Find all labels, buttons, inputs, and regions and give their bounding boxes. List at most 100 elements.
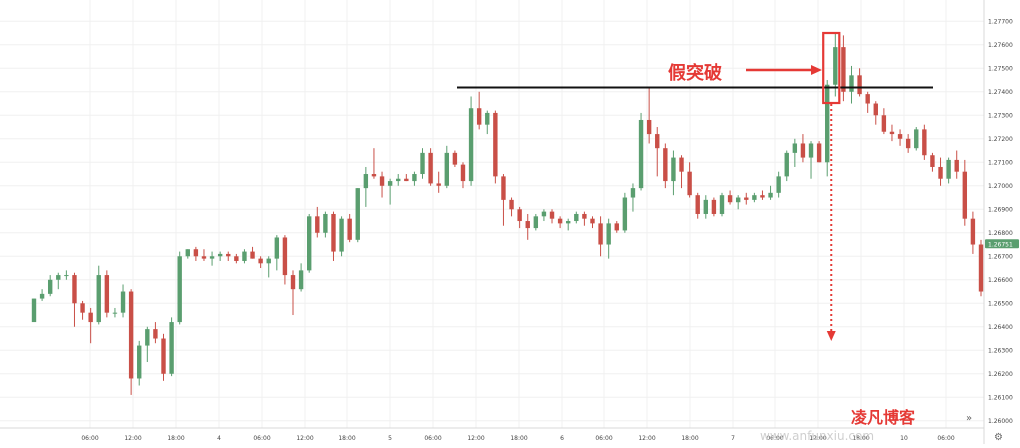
time-tick-label: 12:00 <box>638 435 655 442</box>
candle <box>905 134 911 153</box>
candle <box>201 249 207 261</box>
candle-body <box>800 143 806 158</box>
candle <box>371 148 377 179</box>
candle <box>703 195 709 219</box>
candle-body <box>695 195 700 214</box>
candle <box>306 213 312 273</box>
candle <box>962 159 968 226</box>
candle <box>315 206 320 238</box>
candle-body <box>193 249 199 257</box>
candle-body <box>371 174 377 177</box>
candle <box>112 307 118 318</box>
candle-body <box>582 213 587 219</box>
candle-body <box>282 237 288 276</box>
candle <box>922 124 927 160</box>
candle-body <box>258 258 263 264</box>
candle-body <box>744 197 749 200</box>
candle <box>39 289 45 301</box>
candle <box>735 195 741 210</box>
candle-body <box>517 209 522 222</box>
candle-body <box>954 159 959 172</box>
candle-body <box>485 112 490 125</box>
candle <box>282 235 288 285</box>
price-tick-label: 1.27000 <box>988 183 1013 190</box>
time-tick-label: 4 <box>217 435 221 442</box>
candle <box>104 270 110 318</box>
candle <box>250 246 255 259</box>
candle-body <box>242 251 247 261</box>
candle <box>784 150 789 182</box>
candle-body <box>525 221 530 229</box>
candle <box>177 251 182 325</box>
candle <box>404 174 409 182</box>
time-tick-label: 18:00 <box>338 435 355 442</box>
candle <box>679 155 684 189</box>
candle-body <box>735 197 741 203</box>
candle-body <box>428 152 433 184</box>
candle-body <box>145 329 150 346</box>
candle <box>760 190 765 200</box>
candle <box>800 134 806 163</box>
candle-body <box>671 157 676 182</box>
candle <box>719 192 725 217</box>
candle-body <box>315 216 320 233</box>
candle-body <box>298 270 304 290</box>
candle-body <box>857 75 862 95</box>
price-tick-label: 1.26100 <box>988 394 1013 401</box>
candle <box>226 251 231 261</box>
candle <box>525 213 530 240</box>
candle-body <box>711 199 717 214</box>
candle-body <box>630 188 636 198</box>
candle <box>161 333 166 381</box>
time-tick-label: 12:00 <box>124 435 141 442</box>
candle-body <box>64 275 69 277</box>
price-tick-label: 1.26000 <box>988 418 1013 425</box>
candle <box>412 171 417 186</box>
price-tick-label: 1.26200 <box>988 371 1013 378</box>
candle-body <box>274 237 280 259</box>
candle-body <box>598 223 603 245</box>
candle-body <box>776 176 781 193</box>
candle <box>841 35 846 102</box>
candle-body <box>137 345 142 379</box>
candle <box>776 171 781 198</box>
candle <box>266 256 271 278</box>
candle-body <box>752 195 757 200</box>
candle-body <box>905 138 911 149</box>
time-tick-label: 06:00 <box>424 435 441 442</box>
candle <box>120 284 126 318</box>
candle-body <box>501 176 506 200</box>
chart-settings-button[interactable]: ⚙ <box>994 432 1003 443</box>
candle <box>889 124 895 142</box>
candle <box>954 150 959 179</box>
candle-body <box>938 166 943 179</box>
time-tick-label: 12:00 <box>467 435 484 442</box>
grid-lines <box>0 0 984 428</box>
candle <box>258 256 263 269</box>
candle-body <box>978 244 984 292</box>
price-tick-label: 1.27300 <box>988 112 1013 119</box>
time-tick-label: 18:00 <box>852 435 869 442</box>
candle-body <box>970 218 976 245</box>
candle <box>655 127 660 177</box>
candle-body <box>873 103 878 116</box>
candle-body <box>80 303 85 313</box>
candle-body <box>946 159 951 179</box>
candle <box>946 157 951 184</box>
candle <box>169 317 174 377</box>
candle <box>517 206 522 229</box>
candle <box>808 141 814 179</box>
candle <box>978 239 984 297</box>
collapse-panel-button[interactable]: » <box>966 413 972 424</box>
candle-body <box>436 183 441 186</box>
candle-body <box>331 213 336 252</box>
candle-body <box>201 256 207 259</box>
candle <box>663 143 668 189</box>
candle-body <box>56 275 61 280</box>
candle-body <box>226 253 231 257</box>
candle-body <box>849 75 854 92</box>
candle <box>768 185 773 200</box>
